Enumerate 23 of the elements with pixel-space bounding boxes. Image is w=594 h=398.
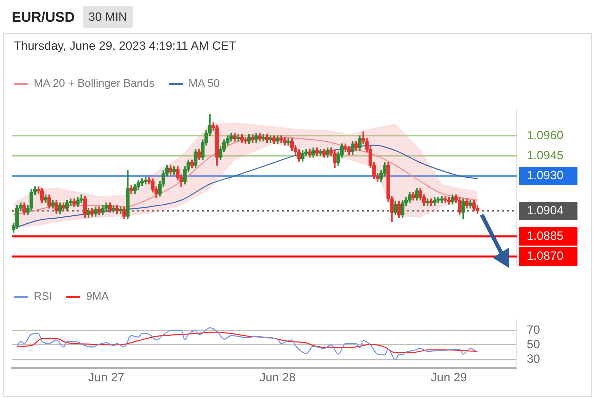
legend-label: MA 20 + Bollinger Bands (34, 78, 155, 90)
y-tick-label: 30 (527, 352, 541, 366)
y-tick-label: 1.0904 (527, 203, 564, 218)
x-tick-label: Jun 27 (88, 370, 125, 385)
legend-label: MA 50 (188, 78, 220, 90)
line-series (16, 332, 478, 354)
y-tick-label: 1.0870 (527, 249, 564, 264)
y-tick-label: 1.0885 (527, 228, 564, 243)
line-series (13, 136, 478, 216)
y-tick-label: 50 (527, 337, 541, 352)
y-tick-label: 70 (527, 323, 541, 338)
legend-label: 9MA (86, 291, 109, 303)
chart-title: EUR/USD (12, 9, 76, 25)
x-tick-label: Jun 29 (431, 370, 468, 385)
text: 30 MIN (83, 6, 133, 28)
x-tick-label: Jun 28 (260, 370, 296, 385)
chart-subtitle: Thursday, June 29, 2023 4:19:11 AM CET (14, 39, 236, 53)
legend-label: RSI (34, 291, 52, 303)
line-series (16, 328, 478, 361)
y-tick-label: 1.0960 (527, 128, 564, 142)
y-tick-label: 1.0930 (527, 168, 564, 183)
y-tick-label: 1.0945 (527, 148, 564, 162)
line-series (13, 144, 478, 230)
